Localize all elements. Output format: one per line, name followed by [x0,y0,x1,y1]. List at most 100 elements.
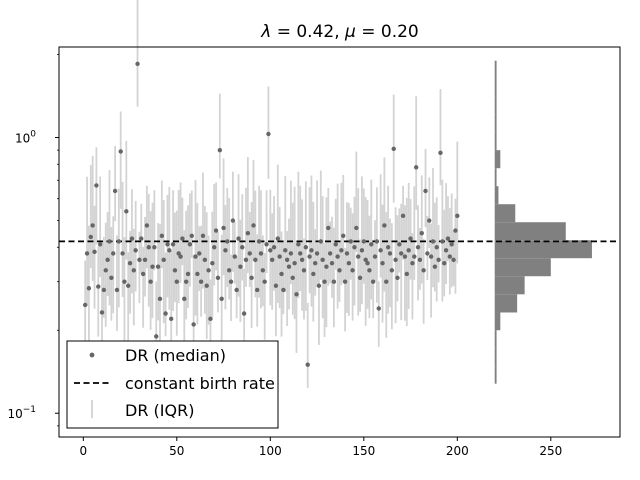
median-point [428,254,434,259]
median-point [195,271,200,277]
median-point [288,251,294,256]
median-point [434,245,439,250]
histogram-bar [494,312,501,331]
median-point [137,257,142,263]
median-point [331,279,337,284]
median-point [243,257,249,263]
median-point [129,236,135,241]
median-point [305,362,310,367]
median-point [133,248,138,253]
median-point [296,242,301,247]
median-point [131,268,136,273]
median-point [232,254,237,259]
median-point [161,257,166,263]
median-point [111,251,116,256]
median-point [385,245,391,250]
median-point [236,236,241,241]
median-point [101,287,107,293]
median-point [311,271,316,277]
median-point [413,165,419,170]
median-point [348,239,353,244]
median-point [223,248,228,253]
legend: DR (median) constant birth rate DR (IQR) [66,340,279,429]
median-point [82,302,88,308]
median-point [230,218,236,223]
median-point [281,287,286,293]
median-point [256,239,262,244]
median-point [367,268,372,273]
median-point [378,248,383,253]
median-point [107,239,112,244]
median-point [268,248,273,253]
median-point [316,283,322,288]
median-point [258,251,264,256]
median-point [284,257,290,263]
histogram-bar [494,114,497,133]
median-point [150,264,155,269]
median-point [228,279,234,284]
median-point [240,245,245,250]
median-point [322,279,327,284]
median-point [445,236,451,241]
x-tick-label: 150 [352,444,375,458]
median-point [412,254,417,259]
median-point [404,271,410,277]
median-point [361,239,367,244]
median-point [142,257,148,263]
histogram-bar [494,60,497,79]
median-point [417,257,423,263]
median-point [260,268,266,273]
median-point [380,261,385,266]
histogram-bar [494,168,497,187]
median-point [154,334,159,339]
median-point [144,223,150,228]
median-point [204,283,209,288]
median-point [391,146,396,152]
x-tick-label: 50 [169,444,184,458]
median-point [202,257,208,263]
median-point [423,188,428,194]
median-point [442,261,447,266]
median-point [307,254,312,259]
median-point [118,149,123,154]
median-point [183,279,189,284]
median-point [112,188,118,194]
histogram-bar [494,222,566,241]
median-point [264,242,269,247]
median-point [146,245,151,250]
median-point [370,279,376,284]
median-point [359,248,365,253]
histogram-bar [494,294,518,313]
median-point [167,248,172,253]
histogram-bar [494,330,497,349]
median-point [125,283,131,288]
median-point [197,251,202,256]
histogram-bar [494,366,497,384]
histogram-bar [494,150,501,169]
histogram-bar [494,258,551,277]
legend-birth-rate-label: constant birth rate [125,374,275,393]
median-point [329,261,335,266]
median-point [172,268,178,273]
median-point [294,292,299,297]
median-point [90,223,95,228]
median-point [163,311,168,316]
median-point [99,310,105,315]
median-point [283,248,288,253]
median-point [217,147,223,153]
median-point [337,268,342,273]
median-point [120,251,125,256]
median-point [170,242,176,247]
median-point [408,236,413,241]
median-point [354,225,359,231]
median-point [103,268,108,273]
median-point [335,254,340,259]
median-point [309,248,314,253]
median-point [376,306,381,311]
median-point [318,239,323,244]
x-tick-label: 200 [446,444,469,458]
median-point [221,225,226,231]
median-point [249,275,254,280]
median-point [382,223,387,228]
median-point [139,236,144,241]
